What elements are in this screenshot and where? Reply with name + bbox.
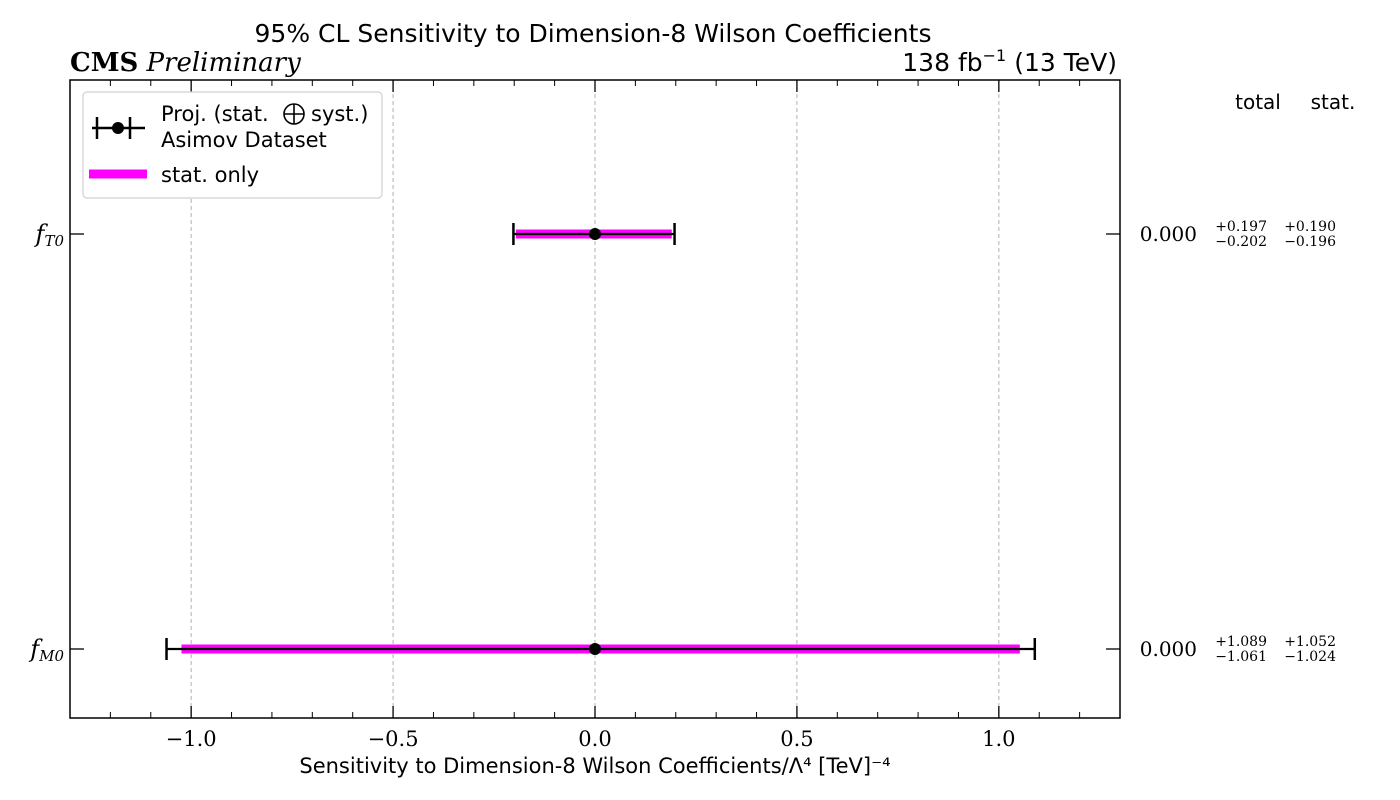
x-tick-label: 0.5 — [780, 727, 813, 751]
legend-projection-pre: Proj. (stat. — [161, 102, 269, 126]
x-axis-label: Sensitivity to Dimension-8 Wilson Coeffi… — [299, 754, 890, 778]
column-stat: stat. — [1311, 90, 1356, 114]
stat-up-label: +0.190 — [1284, 219, 1336, 235]
total-up-label: +1.089 — [1215, 634, 1267, 650]
lumi-exponent: −1 — [983, 46, 1007, 65]
central-value-label: 0.000 — [1140, 637, 1197, 661]
plot-frame — [69, 79, 1121, 719]
legend-stat-label: stat. only — [161, 163, 259, 187]
legend-asimov-label: Asimov Dataset — [161, 128, 327, 152]
column-total: total — [1235, 90, 1281, 114]
legend-box — [82, 91, 383, 199]
y-label-subscript: T0 — [44, 232, 64, 250]
experiment-label: CMS — [70, 48, 138, 78]
total-up-label: +0.197 — [1215, 219, 1267, 235]
total-down-label: −1.061 — [1215, 649, 1267, 665]
x-tick-label: −1.0 — [166, 727, 217, 751]
stat-up-label: +1.052 — [1284, 634, 1336, 650]
status-label: Preliminary — [146, 48, 302, 78]
lumi-energy: (13 TeV) — [1014, 48, 1117, 77]
stat-down-label: −0.196 — [1284, 234, 1336, 250]
lumi-label: 138 fb−1 (13 TeV) — [902, 46, 1117, 77]
y-tick-label: fT0 — [34, 220, 65, 250]
legend-projection-post: syst.) — [311, 102, 368, 126]
central-value-point — [589, 643, 601, 655]
central-value-label: 0.000 — [1140, 222, 1197, 246]
central-value-point — [589, 228, 601, 240]
chart-title: 95% CL Sensitivity to Dimension-8 Wilson… — [255, 19, 932, 48]
legend-projection-marker — [92, 117, 145, 139]
y-tick-label: fM0 — [28, 635, 64, 665]
x-tick-label: −0.5 — [368, 727, 419, 751]
lumi-value: 138 fb — [902, 48, 982, 77]
x-tick-label: 0.0 — [578, 727, 611, 751]
x-tick-label: 1.0 — [982, 727, 1015, 751]
y-label-subscript: M0 — [38, 647, 64, 665]
stat-down-label: −1.024 — [1284, 649, 1336, 665]
total-down-label: −0.202 — [1215, 234, 1267, 250]
cms-label: CMS Preliminary — [70, 48, 301, 78]
legend-projection-label: Proj. (stat. — [161, 102, 269, 126]
legend: Proj. (stat. syst.) Asimov Dataset stat.… — [82, 91, 383, 199]
oplus-symbol — [283, 103, 305, 125]
